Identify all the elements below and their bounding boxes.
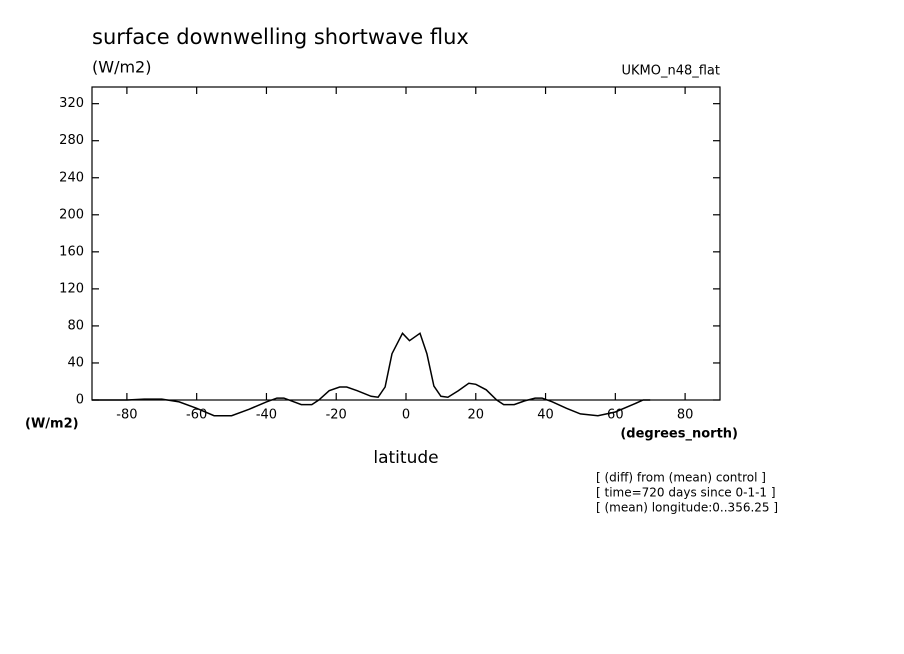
y-tick-label: 240 (59, 170, 84, 185)
x-tick-label: 80 (677, 408, 694, 423)
x-tick-label: -80 (116, 408, 137, 423)
x-axis-units: (degrees_north) (620, 427, 738, 442)
note: [ (mean) longitude:0..356.25 ] (596, 501, 778, 515)
x-tick-label: 0 (402, 408, 410, 423)
units: (W/m2) (92, 58, 151, 77)
x-tick-label: 20 (468, 408, 485, 423)
x-tick-label: -20 (326, 408, 347, 423)
y-tick-label: 80 (67, 318, 84, 333)
y-tick-label: 40 (67, 355, 84, 370)
y-tick-label: 280 (59, 133, 84, 148)
dataset-label: UKMO_n48_flat (621, 64, 720, 79)
y-axis-label: (W/m2) (25, 417, 79, 432)
data-line (92, 332, 651, 417)
note: [ time=720 days since 0-1-1 ] (596, 486, 776, 500)
y-tick-label: 160 (59, 244, 84, 259)
x-tick-label: -40 (256, 408, 277, 423)
x-tick-label: 60 (607, 408, 624, 423)
x-axis-label: latitude (373, 448, 438, 468)
note: [ (diff) from (mean) control ] (596, 471, 766, 485)
y-tick-label: 0 (76, 393, 84, 408)
chart-title: surface downwelling shortwave flux (92, 25, 469, 49)
y-tick-label: 200 (59, 207, 84, 222)
x-tick-label: -60 (186, 408, 207, 423)
y-tick-label: 320 (59, 96, 84, 111)
x-tick-label: 40 (537, 408, 554, 423)
y-tick-label: 120 (59, 281, 84, 296)
